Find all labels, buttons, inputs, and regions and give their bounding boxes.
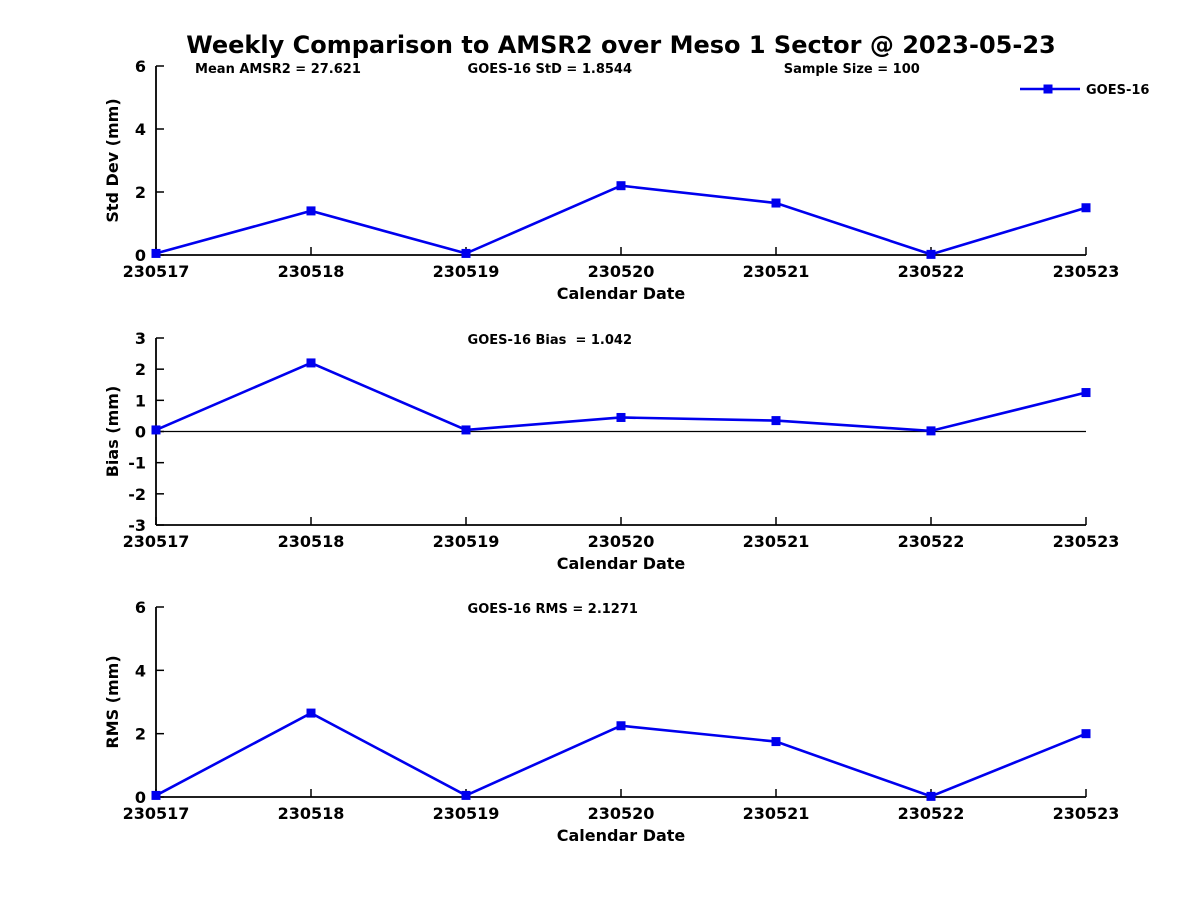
data-point-marker [1081,388,1091,398]
x-tick-label: 230523 [1053,262,1120,281]
x-axis-label: Calendar Date [557,284,686,303]
y-tick-label: 6 [135,57,146,76]
data-point-marker [771,737,781,747]
data-point-marker [151,425,161,435]
y-tick-label: -1 [128,454,146,473]
x-tick-label: 230520 [588,262,655,281]
x-axis-label: Calendar Date [557,826,686,845]
legend: GOES-16 [1020,83,1149,98]
x-axis-label: Calendar Date [557,554,686,573]
x-tick-label: 230520 [588,532,655,551]
x-tick-label: 230520 [588,804,655,823]
y-tick-label: 4 [135,120,146,139]
y-axis-label: RMS (mm) [103,655,122,748]
legend-label: GOES-16 [1086,83,1149,98]
x-tick-label: 230521 [743,804,810,823]
x-tick-label: 230517 [123,532,190,551]
data-point-marker [926,249,936,259]
chart-bias: -3 -2 -1 0 1 2 3 230517 230518 230519 230520 230521… [103,329,1119,573]
data-point-marker [461,425,471,435]
x-tick-label: 230518 [278,532,345,551]
x-tick-label: 230517 [123,804,190,823]
data-point-marker [616,721,626,731]
y-tick-label: 2 [135,725,146,744]
data-point-marker [306,358,316,368]
series-line [155,184,1087,256]
y-axis-label: Bias (mm) [103,386,122,478]
y-tick-label: 2 [135,183,146,202]
legend-marker [1043,84,1053,94]
data-point-marker [306,206,316,216]
y-tick-label: 2 [135,360,146,379]
x-tick-label: 230518 [278,262,345,281]
plot-annotation: Sample Size = 100 [784,62,920,77]
plot-annotation: Mean AMSR2 = 27.621 [195,62,361,77]
plot-annotation: GOES-16 RMS = 2.1271 [468,602,638,617]
y-tick-label: 0 [135,246,146,265]
figure-title: Weekly Comparison to AMSR2 over Meso 1 S… [186,31,1056,59]
data-point-marker [1081,729,1091,739]
x-tick-label: 230523 [1053,532,1120,551]
y-tick-label: 6 [135,598,146,617]
x-tick-label: 230517 [123,262,190,281]
x-tick-label: 230519 [433,532,500,551]
x-tick-label: 230518 [278,804,345,823]
data-point-marker [926,791,936,801]
data-point-marker [1081,203,1091,213]
data-point-marker [771,416,781,426]
y-tick-label: 0 [135,423,146,442]
y-axis-label: Std Dev (mm) [103,98,122,222]
plot-annotation: GOES-16 StD = 1.8544 [468,62,632,77]
y-tick-label: -3 [128,516,146,535]
y-tick-label: -2 [128,485,146,504]
x-tick-label: 230519 [433,804,500,823]
x-tick-label: 230521 [743,532,810,551]
y-tick-label: 4 [135,661,146,680]
y-tick-label: 1 [135,391,146,410]
chart-std-dev: 0 2 4 6 230517 230518 230519 230520 230521 230522… [103,57,1149,303]
plot-annotation: GOES-16 Bias = 1.042 [468,333,632,348]
x-tick-label: 230521 [743,262,810,281]
x-tick-label: 230522 [898,262,965,281]
x-tick-label: 230519 [433,262,500,281]
data-point-marker [926,426,936,436]
chart-rms: 0 2 4 6 230517 230518 230519 230520 230521 230522… [103,598,1119,845]
data-point-marker [306,708,316,718]
data-point-marker [151,790,161,800]
y-tick-label: 3 [135,329,146,348]
data-point-marker [151,248,161,258]
x-tick-label: 230522 [898,804,965,823]
x-tick-label: 230522 [898,532,965,551]
data-point-marker [461,790,471,800]
y-tick-label: 0 [135,788,146,807]
x-tick-label: 230523 [1053,804,1120,823]
data-point-marker [771,198,781,208]
data-point-marker [616,181,626,191]
data-point-marker [616,412,626,422]
data-point-marker [461,248,471,258]
